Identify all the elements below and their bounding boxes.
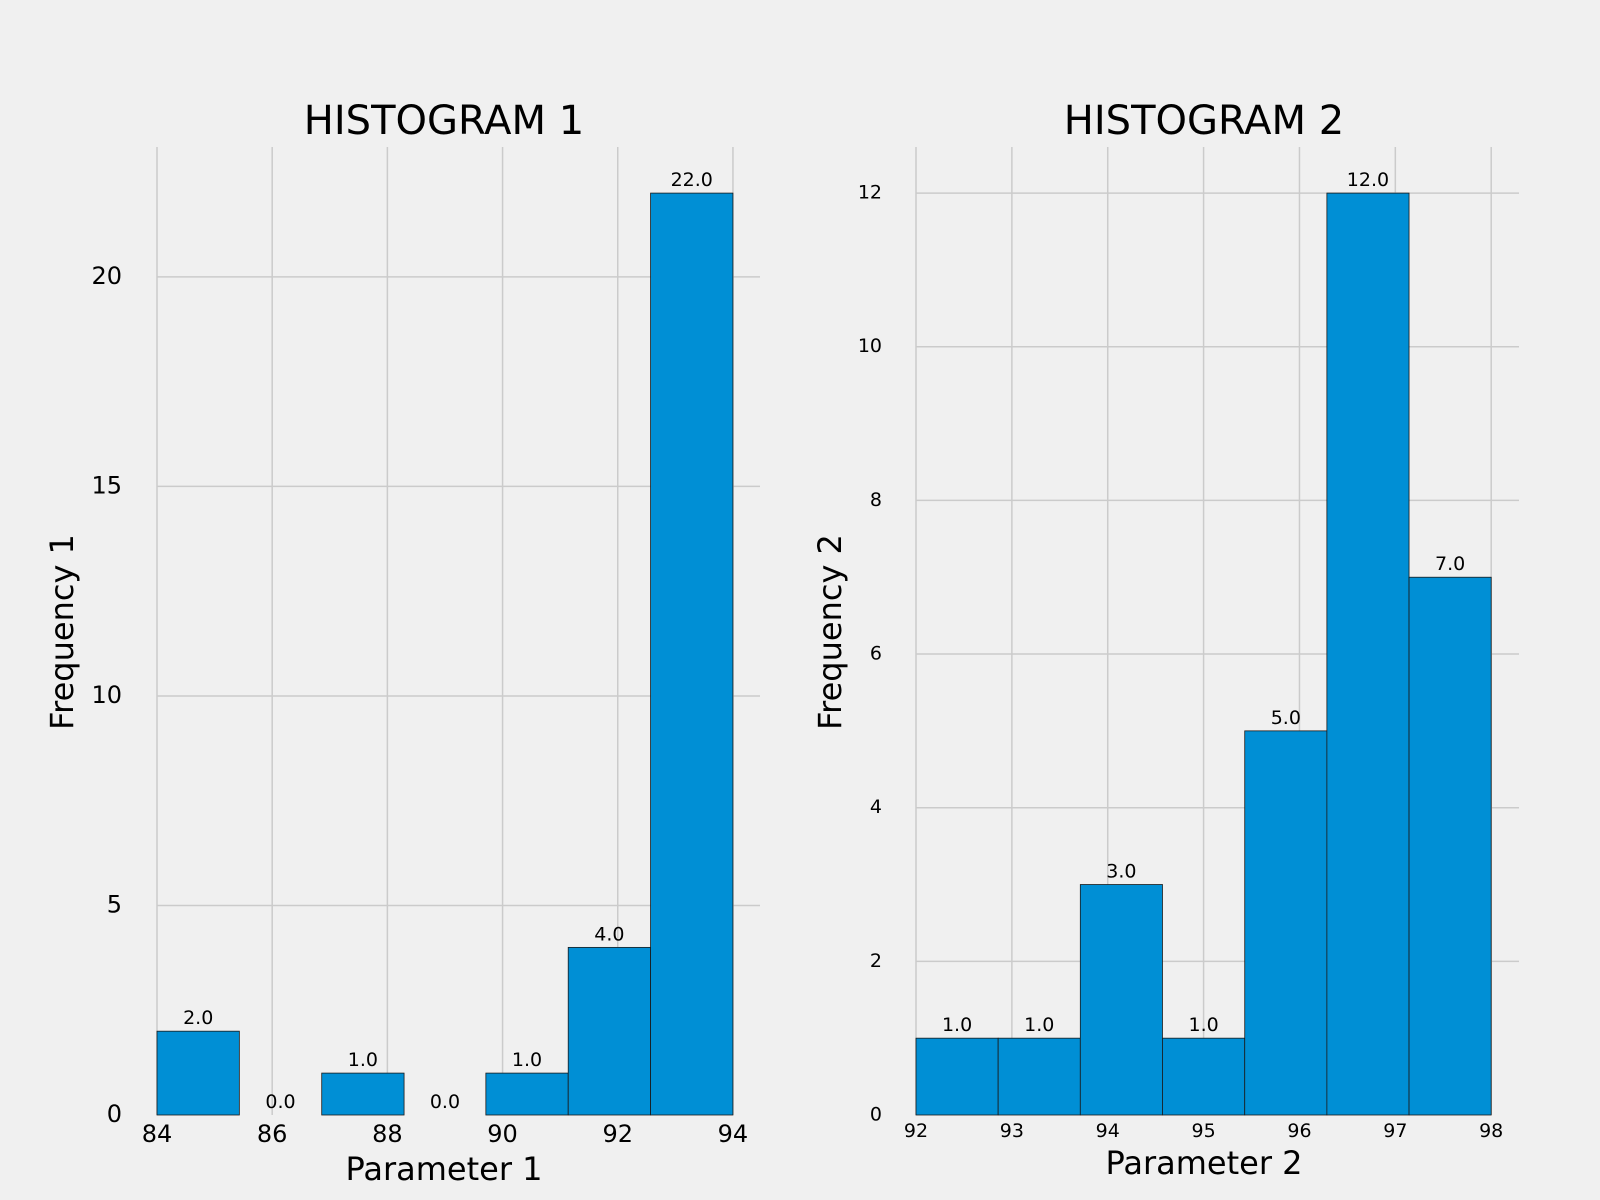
histogram-bar [567,946,651,1116]
histogram-bar [485,1072,569,1116]
histogram-bar [1326,192,1410,1116]
bar-value-label: 22.0 [671,169,713,191]
x-tick-label: 96 [1287,1120,1311,1142]
bar-value-label: 1.0 [512,1049,542,1071]
x-tick-label: 92 [602,1120,633,1148]
y-tick-label: 8 [870,489,882,511]
x-axis-label: Parameter 2 [1105,1144,1302,1182]
chart-title: HISTOGRAM 1 [304,98,584,144]
x-tick-label: 90 [487,1120,518,1148]
histogram-bar [1244,730,1328,1116]
y-tick-label: 15 [91,471,122,499]
x-tick-label: 93 [1000,1120,1024,1142]
bar-value-label: 1.0 [942,1014,972,1036]
y-tick-label: 5 [107,890,122,918]
bar-value-label: 12.0 [1347,169,1389,191]
y-tick-label: 0 [870,1104,882,1126]
bar-value-label: 5.0 [1271,707,1301,729]
bar-value-label: 0.0 [430,1091,460,1113]
x-tick-labels: 92 93 94 95 96 97 98 [904,1120,1503,1142]
bar-value-label: 1.0 [1024,1014,1054,1036]
bar-value-label: 1.0 [348,1049,378,1071]
bars [156,192,734,1116]
histogram-bar [1079,884,1163,1116]
histogram-bar [915,1037,999,1116]
y-tick-label: 4 [870,796,882,818]
histogram-bar [997,1037,1081,1116]
x-axis-label: Parameter 1 [345,1150,542,1188]
histogram-bar [1408,576,1492,1116]
y-tick-labels: 0 5 10 15 20 [91,262,122,1128]
y-tick-label: 10 [858,335,882,357]
y-tick-label: 6 [870,643,882,665]
bar-value-label: 2.0 [183,1007,213,1029]
x-tick-labels: 84 86 88 90 92 94 [142,1120,748,1148]
bar-value-label: 0.0 [265,1091,295,1113]
histogram-bar [650,192,734,1116]
x-tick-label: 84 [142,1120,173,1148]
chart-title: HISTOGRAM 2 [1064,98,1344,144]
x-tick-label: 88 [372,1120,403,1148]
y-tick-label: 10 [91,681,122,709]
histogram-1: HISTOGRAM 1 Parameter 1 Frequency 1 2.0 0… [43,98,760,1188]
bar-labels: 2.0 0.0 1.0 0.0 1.0 4.0 22.0 [183,169,713,1113]
y-tick-label: 2 [870,950,882,972]
bar-value-label: 1.0 [1188,1014,1218,1036]
x-tick-label: 92 [904,1120,928,1142]
y-axis-label: Frequency 1 [43,534,81,730]
y-tick-label: 12 [858,182,882,204]
y-tick-label: 0 [107,1100,122,1128]
x-tick-label: 94 [718,1120,749,1148]
y-axis-label: Frequency 2 [811,534,849,730]
x-tick-label: 98 [1479,1120,1503,1142]
histogram-bar [156,1030,240,1116]
y-tick-label: 20 [91,262,122,290]
histogram-bar [321,1072,405,1116]
bars [915,192,1492,1116]
histogram-2: HISTOGRAM 2 Parameter 2 Frequency 2 1.0 1… [811,98,1519,1182]
bar-labels: 1.0 1.0 3.0 1.0 5.0 12.0 7.0 [942,169,1465,1036]
x-tick-label: 97 [1383,1120,1407,1142]
y-tick-labels: 0 2 4 6 8 10 12 [858,182,882,1126]
histogram-bar [1162,1037,1246,1116]
x-tick-label: 95 [1192,1120,1216,1142]
bar-value-label: 4.0 [594,923,624,945]
x-tick-label: 86 [257,1120,288,1148]
bar-value-label: 7.0 [1435,553,1465,575]
x-tick-label: 94 [1096,1120,1120,1142]
bar-value-label: 3.0 [1106,861,1136,883]
